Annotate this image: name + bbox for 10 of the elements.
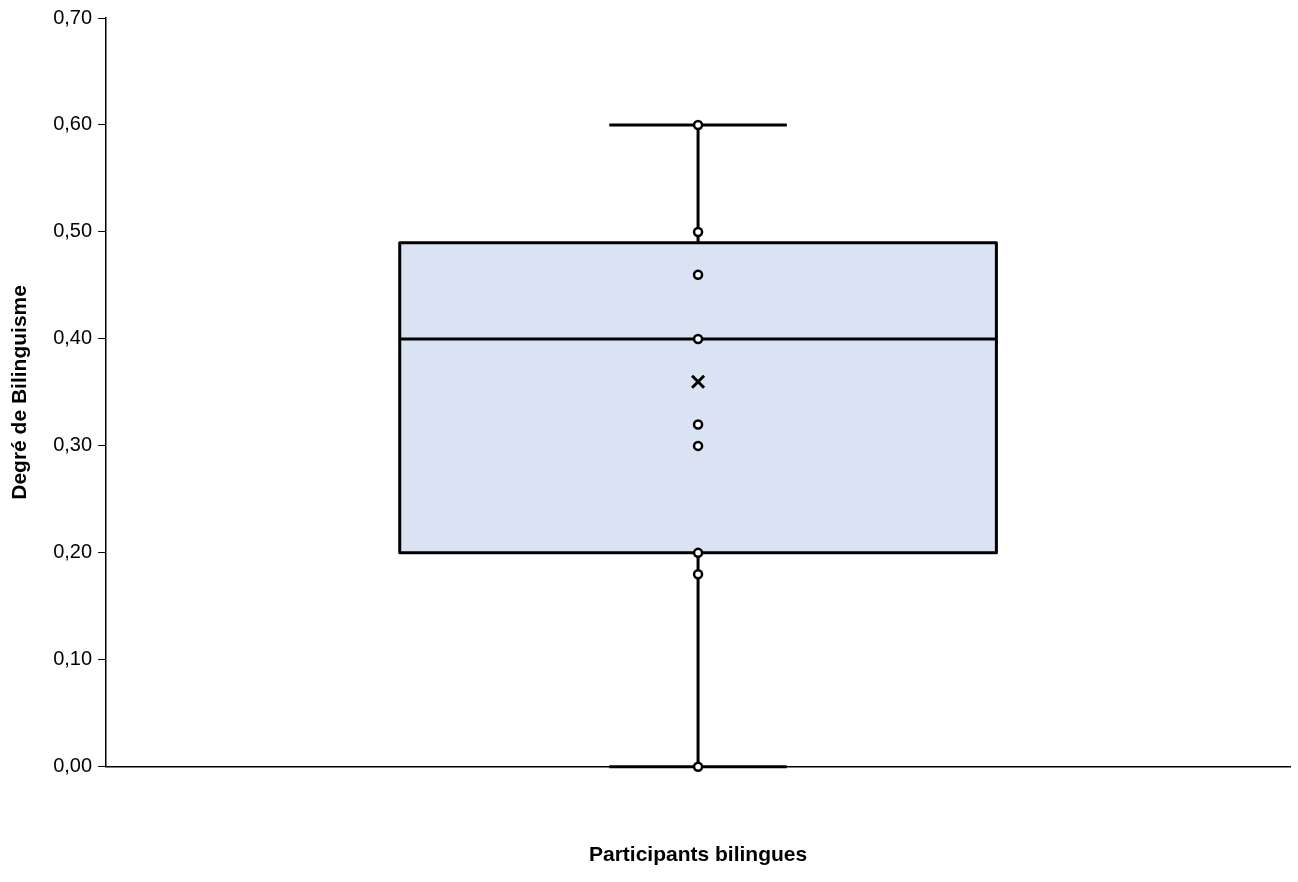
y-tick-label: 0,70 bbox=[53, 5, 93, 28]
y-tick-label: 0,60 bbox=[53, 112, 93, 135]
y-tick-label: 0,20 bbox=[53, 540, 93, 563]
y-tick-label: 0,50 bbox=[53, 219, 93, 242]
y-axis-title: Degré de Bilinguisme bbox=[7, 285, 31, 500]
y-tick-label: 0,00 bbox=[53, 754, 93, 777]
x-axis-title: Participants bilingues bbox=[588, 842, 808, 866]
y-tick-label: 0,40 bbox=[53, 326, 93, 349]
y-tick-label: 0,30 bbox=[53, 433, 93, 456]
y-tick-label: 0,10 bbox=[53, 647, 93, 670]
